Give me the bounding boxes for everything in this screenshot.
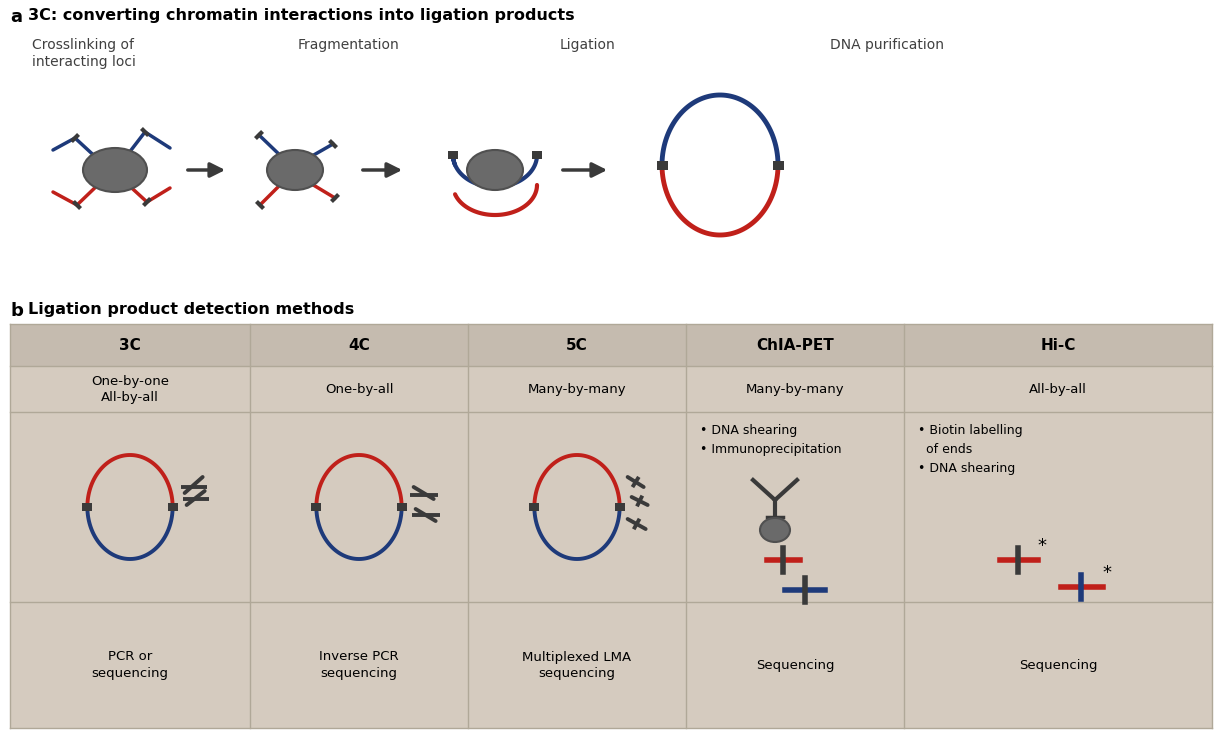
Bar [773,160,784,170]
Bar [657,160,668,170]
Bar [10,324,1212,366]
Ellipse shape [759,518,790,542]
Text: Multiplexed LMA
sequencing: Multiplexed LMA sequencing [523,651,631,679]
Bar [168,503,178,511]
Bar [531,151,542,159]
Ellipse shape [467,150,523,190]
Ellipse shape [267,150,323,190]
Text: • DNA shearing
• Immunoprecipitation: • DNA shearing • Immunoprecipitation [700,424,841,456]
Text: Ligation product detection methods: Ligation product detection methods [28,302,355,317]
Text: All-by-all: All-by-all [1029,383,1087,395]
Text: *: * [1102,564,1112,582]
Text: 4C: 4C [349,337,369,353]
Text: PCR or
sequencing: PCR or sequencing [91,651,168,679]
Text: Many-by-many: Many-by-many [746,383,845,395]
Text: b: b [10,302,23,320]
Text: ChIA-PET: ChIA-PET [756,337,834,353]
Text: Sequencing: Sequencing [756,659,834,671]
Text: 5C: 5C [566,337,588,353]
Text: Inverse PCR
sequencing: Inverse PCR sequencing [319,651,399,679]
Text: One-by-one
All-by-all: One-by-one All-by-all [91,375,169,403]
Bar [83,503,93,511]
Bar [311,503,322,511]
Bar [10,324,1212,728]
Text: Sequencing: Sequencing [1019,659,1097,671]
Text: Hi-C: Hi-C [1040,337,1075,353]
Bar [396,503,407,511]
Ellipse shape [83,148,147,192]
Text: Fragmentation: Fragmentation [297,38,400,52]
Text: a: a [10,8,22,26]
Text: 3C: 3C [119,337,141,353]
Bar [529,503,539,511]
Text: Many-by-many: Many-by-many [528,383,627,395]
Bar [614,503,624,511]
Text: 3C: converting chromatin interactions into ligation products: 3C: converting chromatin interactions in… [28,8,574,23]
Bar [449,151,458,159]
Text: Crosslinking of
interacting loci: Crosslinking of interacting loci [32,38,135,70]
Text: • Biotin labelling
  of ends
• DNA shearing: • Biotin labelling of ends • DNA shearin… [918,424,1023,475]
Text: *: * [1037,537,1046,555]
Text: One-by-all: One-by-all [324,383,394,395]
Text: Ligation: Ligation [560,38,616,52]
Text: DNA purification: DNA purification [830,38,944,52]
